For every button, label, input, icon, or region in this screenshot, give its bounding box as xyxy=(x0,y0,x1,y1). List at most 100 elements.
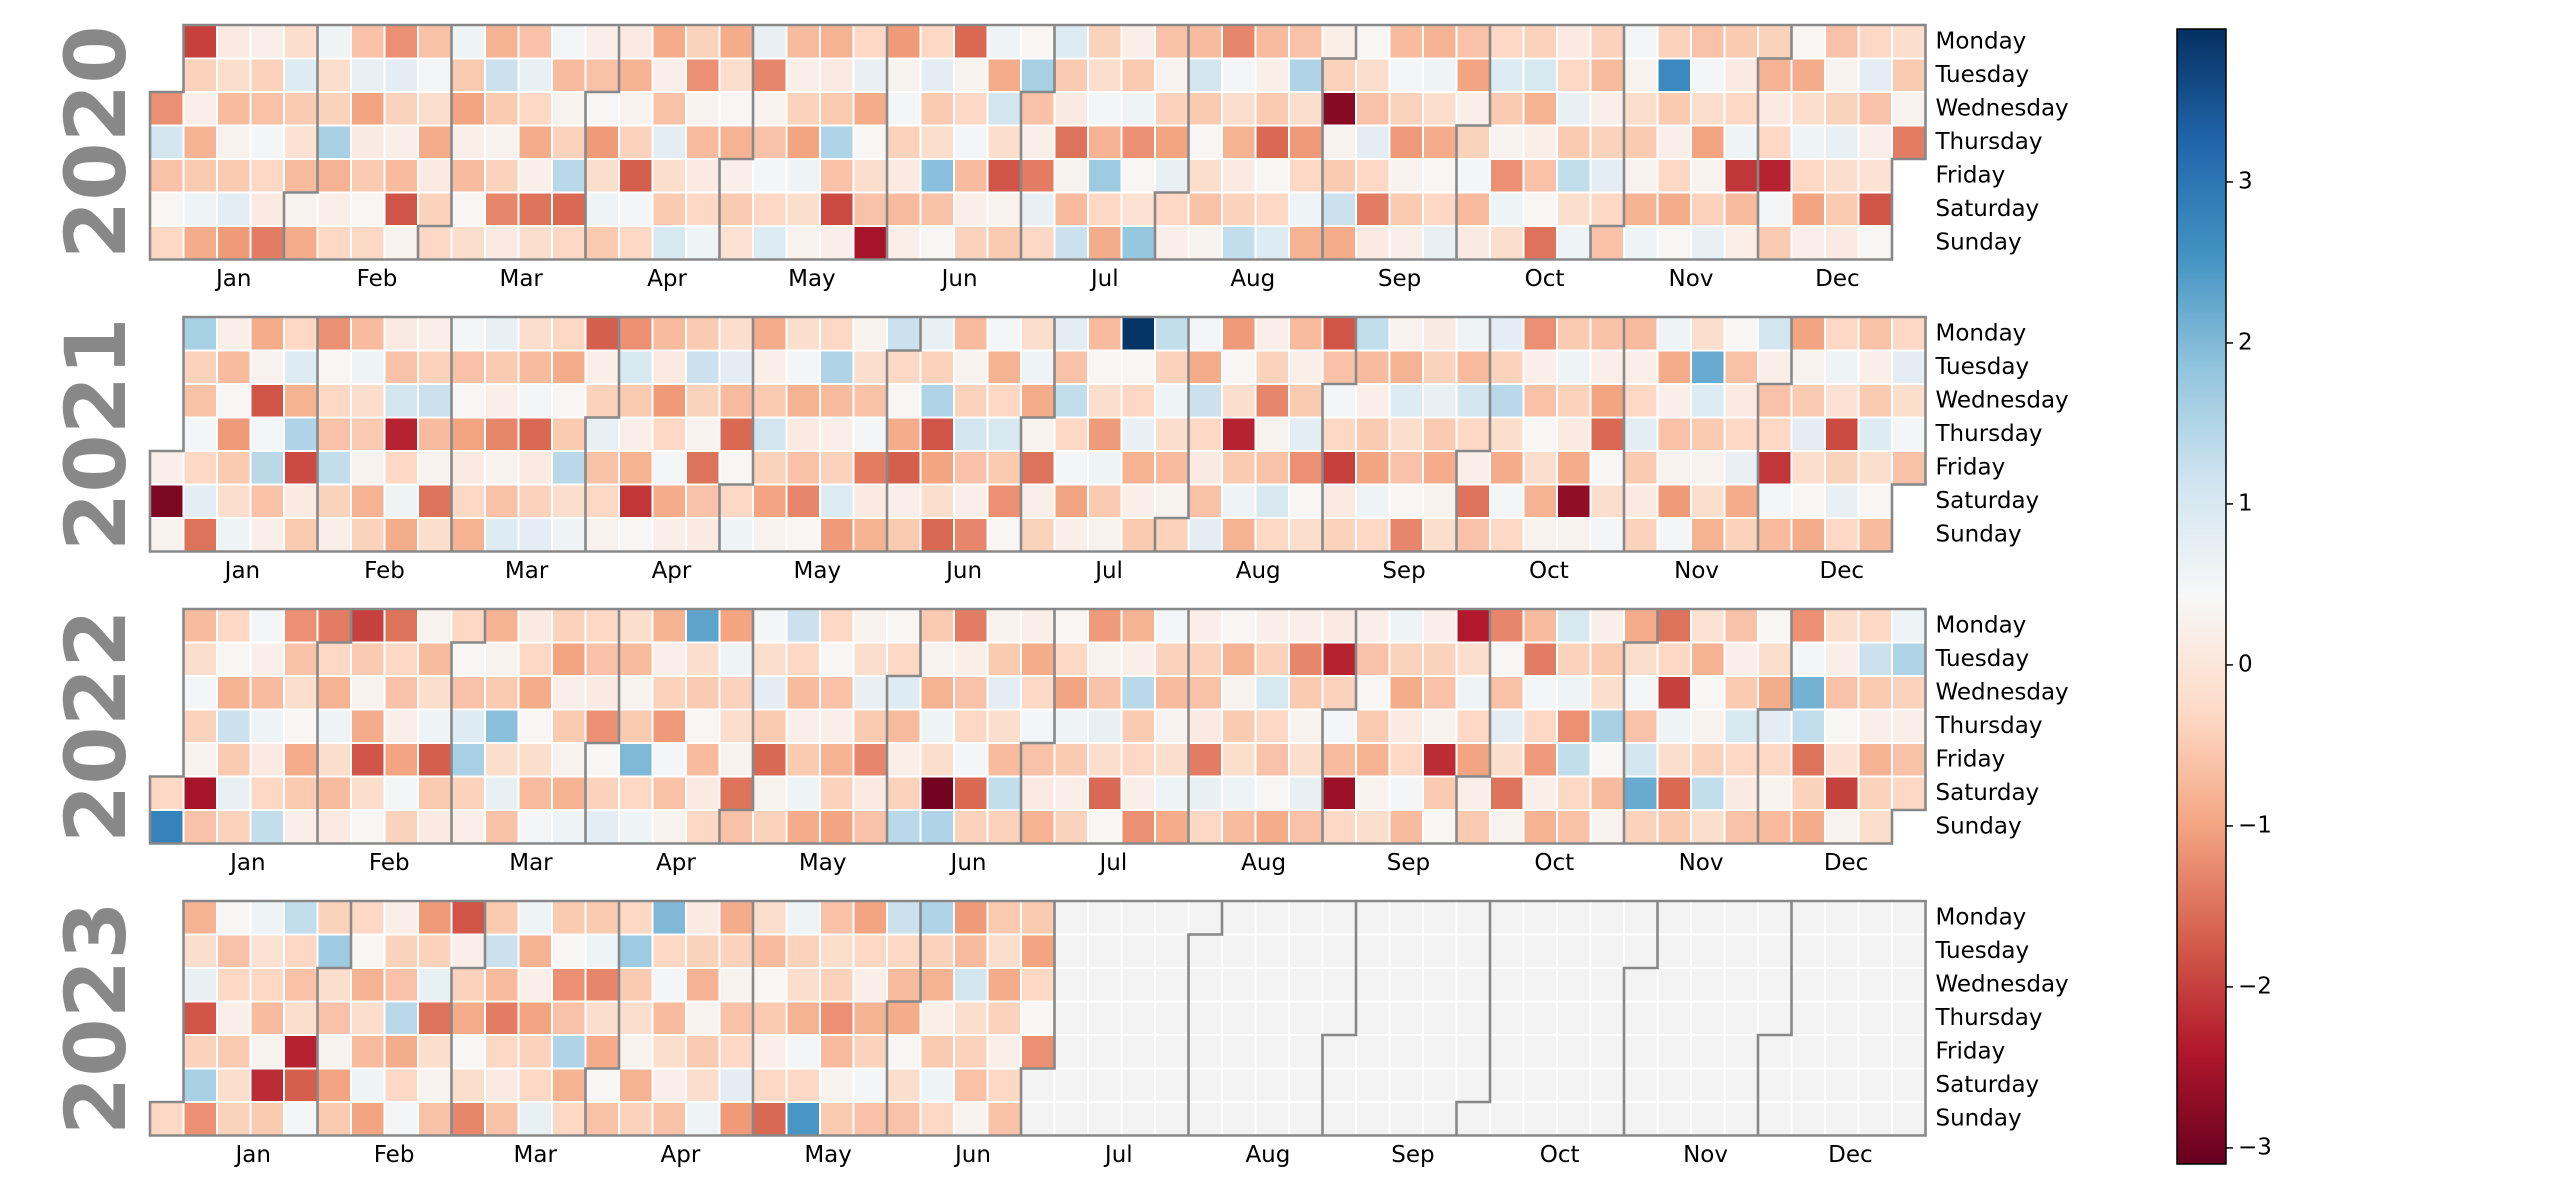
empty-day-cell xyxy=(1790,1101,1826,1137)
day-cell xyxy=(651,1101,687,1137)
day-cell xyxy=(283,608,319,644)
day-cell xyxy=(350,24,386,60)
day-cell xyxy=(350,483,386,519)
day-cell xyxy=(1187,641,1223,677)
empty-day-cell xyxy=(1623,900,1659,936)
month-label: Jun xyxy=(944,558,982,584)
day-cell xyxy=(1321,349,1357,385)
day-cell xyxy=(1757,608,1793,644)
day-cell xyxy=(1556,775,1592,811)
day-cell xyxy=(1154,416,1190,452)
day-cell xyxy=(1053,775,1089,811)
day-cell xyxy=(819,641,855,677)
day-cell xyxy=(785,191,821,227)
day-cell xyxy=(1690,158,1726,194)
day-cell xyxy=(249,1067,285,1103)
empty-day-cell xyxy=(1489,1067,1525,1103)
day-cell xyxy=(1690,416,1726,452)
day-cell xyxy=(685,450,721,486)
day-cell xyxy=(685,809,721,845)
day-cell xyxy=(1120,708,1156,744)
month-label: Nov xyxy=(1669,266,1714,292)
day-cell xyxy=(618,675,654,711)
day-cell xyxy=(919,91,955,127)
day-cell xyxy=(1489,608,1525,644)
day-cell xyxy=(1690,742,1726,778)
day-cell xyxy=(350,675,386,711)
empty-day-cell xyxy=(1489,1034,1525,1070)
day-cell xyxy=(986,1067,1022,1103)
empty-day-cell xyxy=(1556,1000,1592,1036)
day-cell xyxy=(517,124,553,160)
day-cell xyxy=(785,1000,821,1036)
day-cell xyxy=(1522,483,1558,519)
day-cell xyxy=(1790,24,1826,60)
day-cell xyxy=(618,608,654,644)
empty-day-cell xyxy=(1857,967,1893,1003)
day-cell xyxy=(1690,809,1726,845)
empty-day-cell xyxy=(1790,1000,1826,1036)
empty-day-cell xyxy=(1656,1067,1692,1103)
month-label: Sep xyxy=(1382,558,1425,584)
day-cell xyxy=(1690,349,1726,385)
day-cell xyxy=(1154,775,1190,811)
day-cell xyxy=(618,708,654,744)
day-cell xyxy=(551,91,587,127)
day-cell xyxy=(182,608,218,644)
day-cell xyxy=(1221,641,1257,677)
day-cell xyxy=(919,191,955,227)
day-cell xyxy=(1355,608,1391,644)
weekday-label: Tuesday xyxy=(1935,62,2030,88)
day-cell xyxy=(752,708,788,744)
day-cell xyxy=(618,225,654,261)
day-cell xyxy=(886,1067,922,1103)
day-cell xyxy=(1154,641,1190,677)
day-cell xyxy=(1288,450,1324,486)
day-cell xyxy=(986,316,1022,352)
day-cell xyxy=(718,416,754,452)
day-cell xyxy=(383,416,419,452)
empty-day-cell xyxy=(1757,1000,1793,1036)
day-cell xyxy=(752,967,788,1003)
day-cell xyxy=(953,900,989,936)
day-cell xyxy=(685,57,721,93)
month-label: May xyxy=(788,266,836,292)
day-cell xyxy=(1020,191,1056,227)
day-cell xyxy=(1623,383,1659,419)
day-cell xyxy=(1321,450,1357,486)
day-cell xyxy=(1053,57,1089,93)
day-cell xyxy=(1857,57,1893,93)
day-cell xyxy=(1455,809,1491,845)
day-cell xyxy=(1589,641,1625,677)
month-label: Mar xyxy=(509,850,553,876)
day-cell xyxy=(986,1034,1022,1070)
day-cell xyxy=(718,1101,754,1137)
empty-day-cell xyxy=(1020,1101,1056,1137)
day-cell xyxy=(1455,416,1491,452)
day-cell xyxy=(1120,349,1156,385)
day-cell xyxy=(1489,191,1525,227)
day-cell xyxy=(1254,191,1290,227)
month-outline xyxy=(148,315,1927,553)
day-cell xyxy=(517,742,553,778)
day-cell xyxy=(819,1067,855,1103)
day-cell xyxy=(1355,349,1391,385)
day-cell xyxy=(1656,191,1692,227)
day-cell xyxy=(718,483,754,519)
day-cell xyxy=(149,517,185,553)
empty-day-cell xyxy=(1254,933,1290,969)
day-cell xyxy=(383,450,419,486)
day-cell xyxy=(249,158,285,194)
day-cell xyxy=(484,191,520,227)
weekday-label: Sunday xyxy=(1936,813,2022,839)
day-cell xyxy=(1221,708,1257,744)
empty-day-cell xyxy=(1120,1000,1156,1036)
day-cell xyxy=(216,91,252,127)
day-cell xyxy=(1221,742,1257,778)
day-cell xyxy=(1087,349,1123,385)
month-label: Jan xyxy=(233,1142,270,1168)
day-cell xyxy=(316,450,352,486)
day-cell xyxy=(1288,158,1324,194)
day-cell xyxy=(1790,450,1826,486)
day-cell xyxy=(953,1101,989,1137)
